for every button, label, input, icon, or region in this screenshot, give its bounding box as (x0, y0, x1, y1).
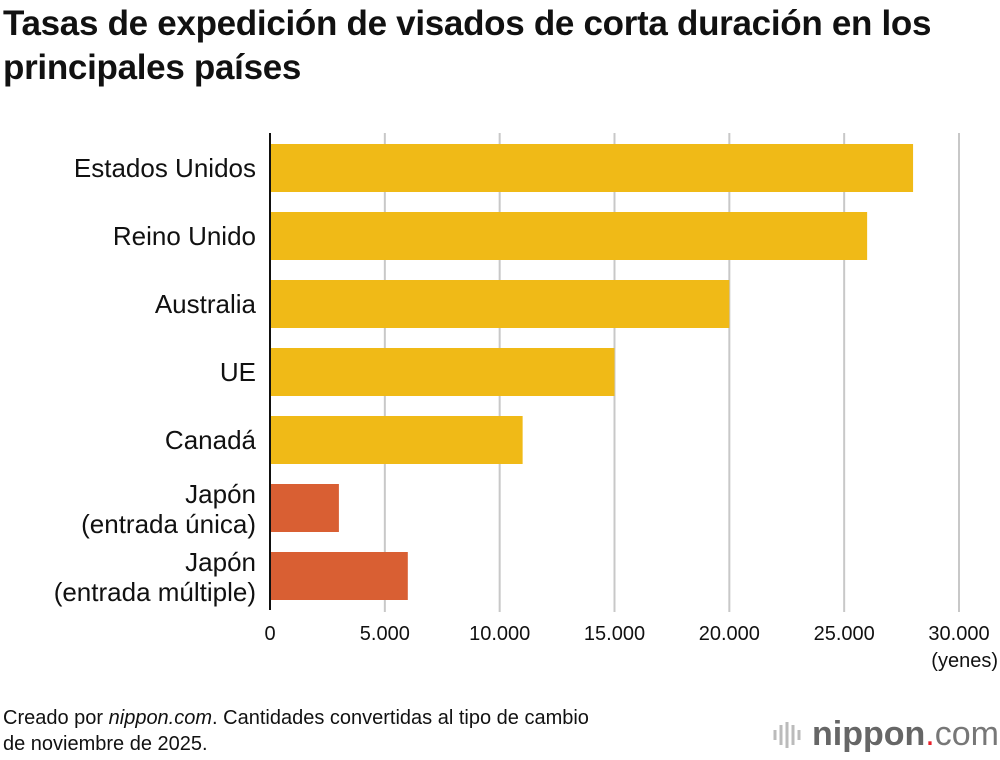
x-tick-label: 0 (264, 623, 275, 645)
nippon-logo: nippon. com (772, 715, 999, 754)
category-label: Japón (185, 479, 256, 509)
category-label: UE (220, 357, 256, 387)
chart-title: Tasas de expedición de visados de corta … (3, 2, 993, 90)
category-label: (entrada única) (81, 509, 256, 539)
x-tick-label: 5.000 (360, 623, 410, 645)
x-axis-label: (yenes) (931, 650, 998, 672)
logo-com: com (934, 715, 999, 753)
bar (270, 280, 730, 328)
x-tick-label: 30.000 (928, 623, 989, 645)
bar (270, 552, 408, 600)
bar (270, 348, 615, 396)
logo-dot: . (925, 715, 935, 753)
bar (270, 144, 914, 192)
footer-prefix: Creado por (3, 707, 109, 729)
category-label: Australia (155, 289, 257, 319)
bar (270, 484, 339, 532)
x-tick-label: 10.000 (469, 623, 530, 645)
category-label: Canadá (165, 425, 257, 455)
footer-line2: de noviembre de 2025. (3, 733, 208, 755)
logo-text: nippon (812, 715, 926, 753)
category-label: Reino Unido (113, 221, 256, 251)
footer-rest: . Cantidades convertidas al tipo de camb… (212, 707, 589, 729)
bar (270, 416, 523, 464)
bar (270, 212, 868, 260)
category-label: Japón (185, 547, 256, 577)
x-tick-label: 20.000 (699, 623, 760, 645)
footer-site: nippon.com (108, 707, 213, 729)
chart-title-text: Tasas de expedición de visados de corta … (3, 4, 932, 87)
footer-note: Creado por nippon.com. Cantidades conver… (3, 705, 589, 757)
logo-wave-icon (773, 721, 801, 748)
category-label: (entrada múltiple) (54, 577, 256, 607)
category-label: Estados Unidos (74, 153, 256, 183)
x-tick-label: 15.000 (584, 623, 645, 645)
x-tick-label: 25.000 (814, 623, 875, 645)
